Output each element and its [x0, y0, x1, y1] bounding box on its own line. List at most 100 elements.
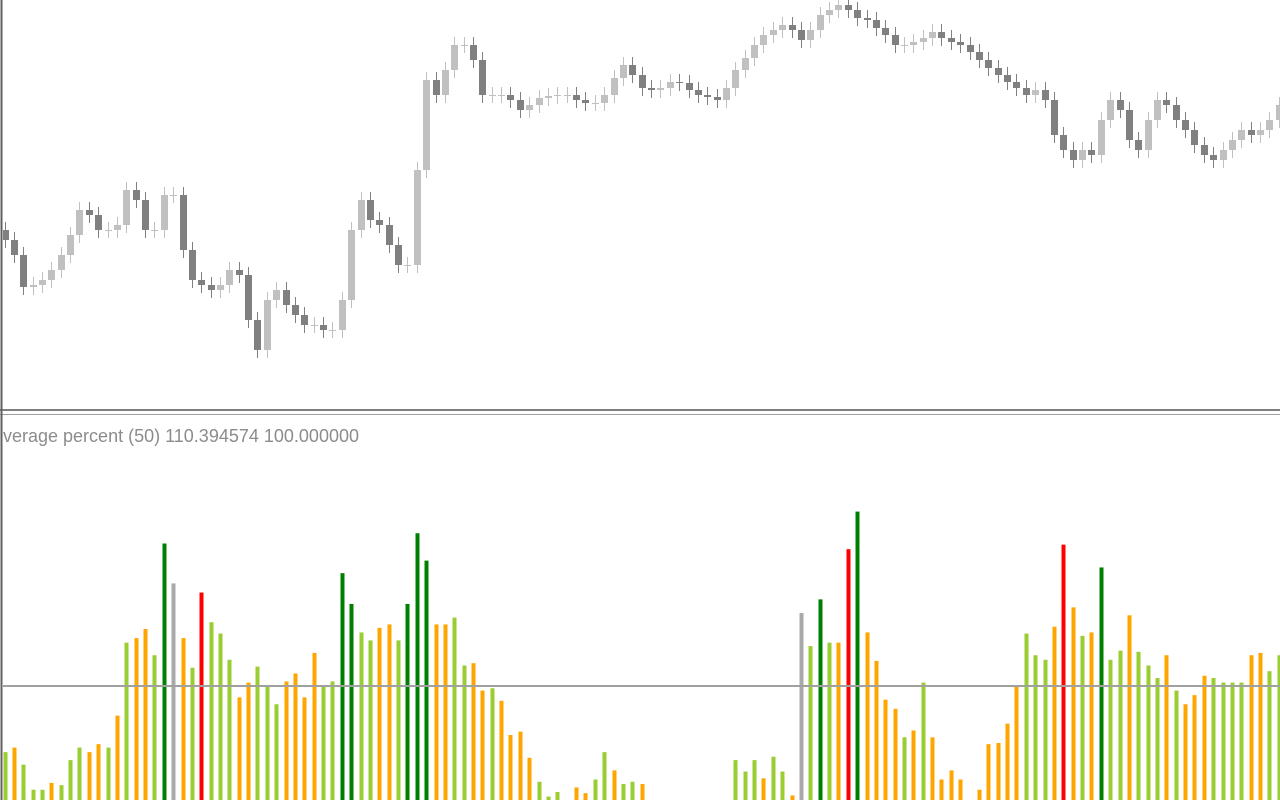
- candle-body: [920, 38, 927, 42]
- histogram-bar: [902, 737, 907, 800]
- candle-body: [582, 100, 589, 103]
- candle-body: [442, 70, 449, 95]
- candle-body: [1107, 100, 1114, 120]
- candle-body: [676, 82, 683, 83]
- candle-body: [151, 230, 158, 231]
- candle-body: [3, 230, 9, 240]
- histogram-bar: [471, 663, 476, 800]
- candle-body: [967, 45, 974, 52]
- candle-body: [11, 240, 18, 255]
- candle-body: [639, 75, 646, 88]
- histogram-bar: [134, 638, 139, 800]
- candle-body: [1098, 120, 1105, 155]
- histogram-bar: [1239, 682, 1244, 800]
- candle-body: [189, 250, 196, 280]
- indicator-value: 110.394574: [165, 426, 259, 446]
- indicator-legend: verage percent (50) 110.394574 100.00000…: [3, 426, 359, 446]
- histogram-bar: [865, 632, 870, 800]
- histogram-bar: [1108, 659, 1113, 800]
- candle-body: [1117, 100, 1124, 110]
- histogram-bar: [612, 770, 617, 800]
- candle-body: [376, 220, 383, 225]
- candle-body: [1191, 130, 1198, 145]
- histogram-bar: [630, 781, 635, 800]
- candle-body: [1276, 105, 1280, 120]
- candle-body: [938, 32, 945, 38]
- candle-body: [1051, 100, 1058, 135]
- histogram-bar: [312, 652, 317, 800]
- histogram-bar: [827, 642, 832, 800]
- candle-body: [1163, 100, 1170, 105]
- candle-body: [254, 320, 261, 350]
- histogram-bar: [255, 666, 260, 800]
- histogram-bar: [583, 793, 588, 800]
- histogram-bar: [434, 624, 439, 800]
- histogram-bar: [593, 779, 598, 800]
- histogram-bar: [1118, 650, 1123, 800]
- histogram-bar: [218, 633, 223, 800]
- candle-body: [1079, 150, 1086, 160]
- histogram-bar: [555, 792, 560, 800]
- histogram-bar: [190, 667, 195, 800]
- histogram-bar: [1221, 682, 1226, 800]
- histogram-bar: [396, 640, 401, 800]
- candle-body: [1238, 130, 1245, 140]
- candle-body: [564, 95, 571, 96]
- candle-body: [1023, 88, 1030, 95]
- candle-body: [910, 42, 917, 45]
- histogram-bar: [1192, 695, 1197, 800]
- histogram-bar: [162, 543, 167, 800]
- candle-body: [39, 280, 46, 285]
- histogram-bar: [874, 660, 879, 800]
- histogram-bar: [1136, 651, 1141, 800]
- histogram-bar: [40, 789, 45, 800]
- candle-body: [451, 45, 458, 70]
- histogram-bar: [911, 730, 916, 800]
- histogram-bar: [152, 655, 157, 800]
- candle-body: [30, 285, 37, 287]
- histogram-bar: [31, 789, 36, 800]
- histogram-bar: [330, 681, 335, 800]
- candle-body: [20, 255, 27, 287]
- histogram-bar: [171, 583, 176, 800]
- candle-body: [395, 245, 402, 265]
- histogram-bar: [1164, 655, 1169, 800]
- histogram-bar: [1024, 633, 1029, 800]
- candle-body: [873, 20, 880, 28]
- candle-body: [292, 305, 299, 315]
- histogram-bar: [209, 622, 214, 800]
- candle-body: [348, 230, 355, 300]
- candle-body: [386, 225, 393, 245]
- candle-body: [1032, 90, 1039, 95]
- histogram-bar: [490, 688, 495, 800]
- candle-body: [751, 45, 758, 58]
- candle-body: [86, 210, 93, 215]
- candle-body: [123, 190, 130, 225]
- candle-body: [414, 170, 421, 265]
- histogram-bar: [1267, 671, 1272, 800]
- candle-body: [170, 195, 177, 196]
- candle-body: [892, 35, 899, 45]
- histogram-bar: [124, 642, 129, 800]
- candle-body: [732, 70, 739, 88]
- candle-body: [217, 285, 224, 290]
- candle-body: [704, 95, 711, 97]
- histogram-bar: [883, 699, 888, 800]
- histogram-bar: [921, 682, 926, 800]
- histogram-bar: [602, 752, 607, 800]
- candle-body: [686, 83, 693, 90]
- candle-body: [1266, 120, 1273, 130]
- candle-body: [1004, 75, 1011, 82]
- histogram-bar: [68, 760, 73, 800]
- histogram-bar: [977, 789, 982, 800]
- histogram-bar: [237, 697, 242, 800]
- indicator-name: verage percent (50): [3, 426, 160, 446]
- candle-body: [470, 45, 477, 60]
- candle-body: [901, 45, 908, 46]
- candle-body: [433, 80, 440, 95]
- candle-body: [648, 88, 655, 90]
- candle-body: [180, 195, 187, 250]
- histogram-bar: [1099, 567, 1104, 800]
- candle-body: [620, 65, 627, 78]
